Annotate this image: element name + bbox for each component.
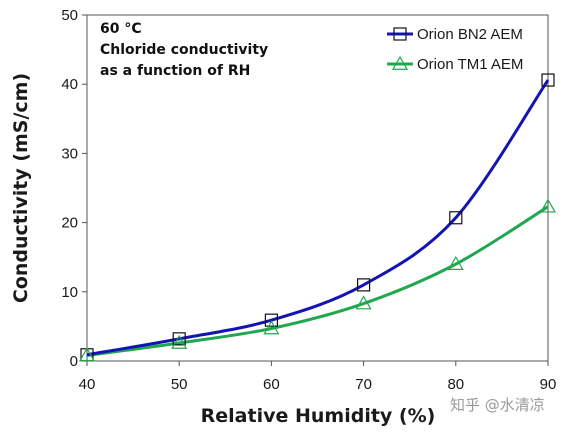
series-line-orion-bn2-aem [86, 79, 550, 357]
data-point-orion-tm1-aem [447, 255, 464, 270]
legend-marker-orion-bn2-aem [393, 27, 407, 41]
annotation-line-2: Chloride conductivity [100, 42, 268, 58]
data-point-orion-bn2-aem [449, 211, 463, 225]
y-tick-label: 50 [61, 7, 78, 24]
x-axis-title: Relative Humidity (%) [201, 405, 436, 427]
data-point-orion-tm1-aem [263, 320, 280, 335]
annotation-block: 60 °C Chloride conductivity as a functio… [100, 21, 268, 79]
x-tick-label: 40 [79, 376, 96, 393]
y-tick-label: 10 [61, 284, 78, 301]
data-point-orion-bn2-aem [541, 73, 555, 87]
annotation-line-1: 60 °C [100, 21, 142, 37]
data-point-orion-tm1-aem [171, 334, 188, 349]
watermark: 知乎 @水清凉 [450, 396, 545, 414]
y-axis-title: Conductivity (mS/cm) [10, 73, 32, 303]
data-point-orion-bn2-aem [172, 332, 186, 346]
legend-label-orion-bn2-aem: Orion BN2 AEM [417, 26, 523, 43]
x-tick-label: 60 [263, 376, 280, 393]
legend: Orion BN2 AEM Orion TM1 AEM [387, 26, 523, 73]
x-tick-label: 50 [171, 376, 188, 393]
plot-area: 0 10 20 30 40 50 40 50 60 70 80 90 [61, 7, 556, 393]
x-tick-label: 80 [447, 376, 464, 393]
x-tick-label: 70 [355, 376, 372, 393]
x-tick-label: 90 [540, 376, 557, 393]
data-point-orion-tm1-aem [355, 295, 372, 310]
data-point-orion-tm1-aem [539, 198, 557, 213]
y-tick-label: 40 [61, 76, 78, 93]
plot-frame [86, 14, 549, 362]
y-tick-label: 0 [70, 353, 78, 370]
y-tick-label: 30 [61, 145, 78, 162]
legend-label-orion-tm1-aem: Orion TM1 AEM [417, 56, 523, 73]
data-point-orion-bn2-aem [357, 278, 371, 292]
series-line-orion-tm1-aem [86, 205, 549, 357]
data-point-orion-tm1-aem [78, 347, 96, 362]
y-tick-label: 20 [61, 215, 78, 232]
legend-marker-orion-tm1-aem [391, 55, 409, 70]
annotation-line-3: as a function of RH [100, 63, 250, 79]
data-point-orion-bn2-aem [264, 313, 278, 327]
